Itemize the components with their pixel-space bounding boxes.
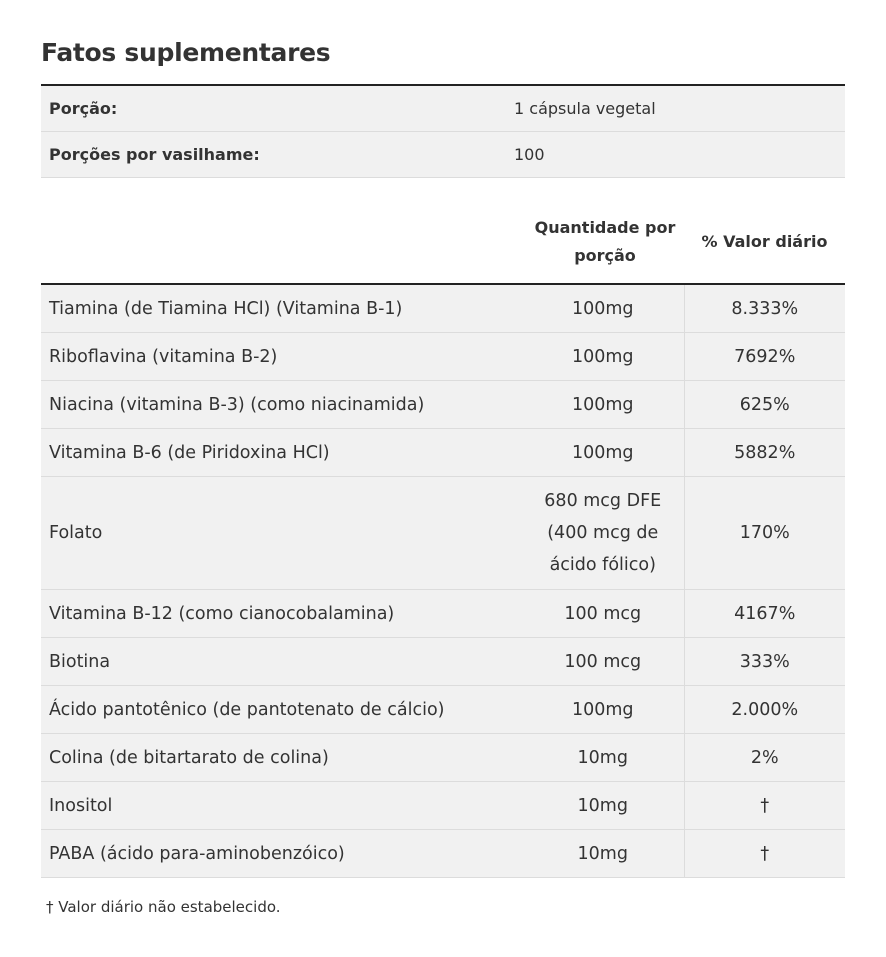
nutrient-amount-text: 10mg [577, 843, 628, 864]
nutrient-amount: 100mg [522, 428, 684, 477]
nutrient-amount: 100 mcg [522, 637, 684, 686]
header-row: Quantidade por porção % Valor diário [41, 200, 845, 285]
nutrient-row: Folato 680 mcg DFE (400 mcg de ácido fóli… [41, 476, 845, 590]
serving-table: Porção: 1 cápsula vegetal Porções por vasi… [41, 84, 845, 178]
nutrient-dv: 7692% [683, 332, 845, 381]
nutrient-dv: 4167% [683, 589, 845, 638]
nutrient-amount-text: 100mg [571, 298, 634, 319]
nutrient-amount-text: 10mg [577, 795, 628, 816]
nutrient-name: PABA (ácido para-aminobenzóico) [41, 829, 522, 878]
nutrient-amount-text: 10mg [577, 747, 628, 768]
nutrient-amount-text: 100mg [571, 394, 634, 415]
nutrient-row: Tiamina (de Tiamina HCl) (Vitamina B-1) 1… [41, 284, 845, 333]
serving-row: Porção: 1 cápsula vegetal [41, 85, 845, 132]
nutrient-name: Colina (de bitartarato de colina) [41, 733, 522, 782]
nutrient-amount-text: 100 mcg [564, 603, 642, 624]
nutrient-dv: † [683, 781, 845, 830]
nutrient-amount-text: 100mg [571, 442, 634, 463]
nutrient-name: Biotina [41, 637, 522, 686]
nutrient-amount: 10mg [522, 829, 684, 878]
page-title: Fatos suplementares [41, 38, 331, 67]
nutrient-dv: 333% [683, 637, 845, 686]
nutrient-name: Inositol [41, 781, 522, 830]
nutrient-row: Biotina 100 mcg 333% [41, 637, 845, 686]
nutrient-amount: 100mg [522, 685, 684, 734]
nutrient-amount: 680 mcg DFE (400 mcg de ácido fólico) [522, 476, 684, 590]
nutrient-dv: 2% [683, 733, 845, 782]
nutrient-amount: 10mg [522, 733, 684, 782]
nutrient-row: Niacina (vitamina B-3) (como niacinamida… [41, 380, 845, 429]
serving-value: 100 [506, 131, 845, 178]
nutrient-dv: 8.333% [683, 284, 845, 333]
nutrient-row: Ácido pantotênico (de pantotenato de cál… [41, 685, 845, 734]
nutrient-amount: 10mg [522, 781, 684, 830]
nutrient-row: Vitamina B-6 (de Piridoxina HCl) 100mg 588… [41, 428, 845, 477]
serving-label: Porção: [41, 85, 506, 132]
nutrient-row: Riboflavina (vitamina B-2) 100mg 7692% [41, 332, 845, 381]
nutrient-amount: 100mg [522, 284, 684, 333]
nutrient-row: Vitamina B-12 (como cianocobalamina) 100 … [41, 589, 845, 638]
serving-label: Porções por vasilhame: [41, 131, 506, 178]
nutrient-name: Vitamina B-12 (como cianocobalamina) [41, 589, 522, 638]
header-name [41, 200, 522, 285]
nutrient-dv: † [683, 829, 845, 878]
nutrient-dv: 170% [683, 476, 845, 590]
serving-value: 1 cápsula vegetal [506, 85, 845, 132]
serving-row: Porções por vasilhame: 100 [41, 131, 845, 178]
nutrient-row: Inositol 10mg † [41, 781, 845, 830]
nutrient-amount: 100mg [522, 332, 684, 381]
nutrient-name: Riboflavina (vitamina B-2) [41, 332, 522, 381]
nutrient-amount-text: 100mg [571, 699, 634, 720]
nutrient-row: PABA (ácido para-aminobenzóico) 10mg † [41, 829, 845, 878]
nutrient-dv: 5882% [683, 428, 845, 477]
nutrient-name: Niacina (vitamina B-3) (como niacinamida… [41, 380, 522, 429]
nutrient-row: Colina (de bitartarato de colina) 10mg 2% [41, 733, 845, 782]
nutrient-dv: 2.000% [683, 685, 845, 734]
nutrient-dv: 625% [683, 380, 845, 429]
nutrient-table: Quantidade por porção % Valor diário Tia… [41, 200, 845, 878]
header-amount-label: Quantidade por porção [534, 217, 676, 265]
nutrient-name: Folato [41, 476, 522, 590]
header-dv: % Valor diário [684, 200, 845, 285]
nutrient-name: Tiamina (de Tiamina HCl) (Vitamina B-1) [41, 284, 522, 333]
nutrient-amount: 100 mcg [522, 589, 684, 638]
nutrient-name: Vitamina B-6 (de Piridoxina HCl) [41, 428, 522, 477]
nutrient-amount-text: 100 mcg [564, 651, 642, 672]
nutrient-amount-text: 680 mcg DFE (400 mcg de ácido fólico) [544, 491, 662, 575]
nutrient-name: Ácido pantotênico (de pantotenato de cál… [41, 685, 522, 734]
nutrient-amount-text: 100mg [571, 346, 634, 367]
nutrient-amount: 100mg [522, 380, 684, 429]
header-amount: Quantidade por porção [522, 200, 684, 285]
footnote: † Valor diário não estabelecido. [46, 898, 281, 916]
